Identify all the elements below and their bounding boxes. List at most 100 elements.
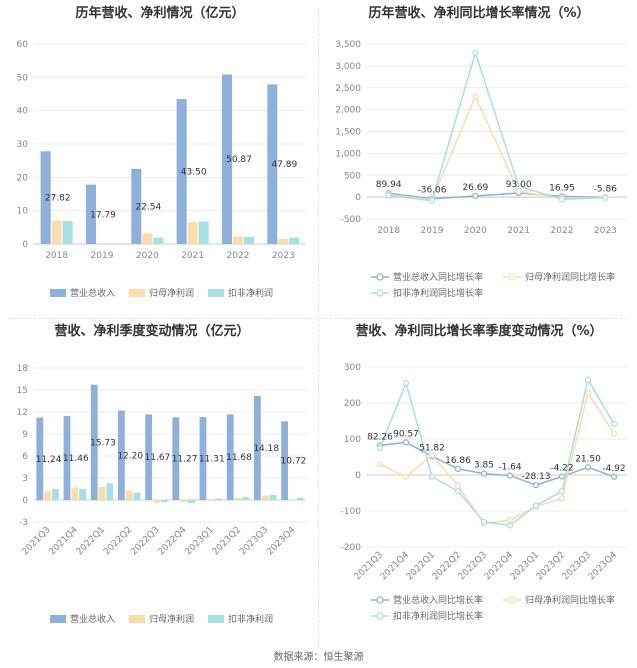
x-tick-label: 2019	[91, 251, 114, 261]
annual-growth-rate-chart: 历年营收、净利同比增长率情况（%） -500 0 500 1,000 1,500 2,000…	[319, 0, 637, 320]
data-point	[532, 502, 540, 509]
bar	[106, 483, 114, 500]
chart-title: 营收、净利季度变动情况（亿元）	[54, 323, 249, 339]
data-label: -36.06	[417, 186, 446, 196]
data-point	[454, 482, 462, 489]
bar	[51, 220, 62, 244]
y-tick-label: 500	[344, 171, 361, 181]
chart-title: 历年营收、净利情况（亿元）	[75, 5, 244, 21]
x-tick-label: 2018	[45, 251, 68, 261]
data-point	[506, 516, 514, 524]
legend-marker	[508, 273, 516, 281]
x-tick-label: 2023Q4	[265, 525, 298, 558]
x-tick-label: 2022Q4	[156, 525, 189, 558]
y-tick-label: 300	[344, 363, 361, 373]
bar	[153, 237, 164, 244]
legend-swatch	[208, 289, 224, 297]
y-tick-label: 1,000	[335, 149, 361, 159]
legend-marker	[376, 273, 384, 281]
y-tick-label: -3	[19, 518, 28, 528]
data-label: 11.31	[199, 455, 225, 465]
chart-title: 历年营收、净利同比增长率情况（%）	[368, 5, 589, 21]
bar	[153, 500, 160, 503]
bar	[207, 499, 215, 500]
bar	[133, 492, 141, 500]
legend-label: 扣非净利润	[228, 613, 273, 625]
legend-label: 扣非净利润	[228, 287, 273, 299]
y-tick-label: 40	[17, 107, 29, 117]
bar	[79, 489, 86, 500]
x-tick-label: 2023Q4	[587, 550, 620, 583]
bar	[242, 497, 250, 500]
bar	[278, 239, 289, 244]
data-point	[376, 444, 384, 452]
bar	[36, 417, 44, 500]
bar	[131, 168, 142, 244]
y-tick-label: 20	[17, 173, 29, 183]
y-tick-label: 3,000	[335, 62, 361, 72]
data-point	[454, 465, 462, 473]
data-label: 21.50	[575, 454, 601, 464]
bar	[215, 498, 222, 500]
data-point	[584, 389, 592, 397]
x-tick-label: 2022	[227, 251, 250, 261]
data-label: 17.79	[90, 210, 116, 220]
y-tick-label: 9	[22, 430, 28, 440]
data-point	[428, 473, 436, 480]
bar	[40, 151, 51, 244]
data-point	[532, 482, 540, 489]
legend-label: 营业总收入同比增长率	[393, 594, 483, 606]
data-point	[480, 470, 488, 477]
legend-swatch	[50, 615, 66, 623]
x-tick-label: 2023Q2	[211, 525, 243, 557]
quarterly-growth-rate-chart: 营收、净利同比增长率季度变动情况（%） -200 -100 0 100 200 300 202…	[319, 320, 637, 640]
bar	[254, 396, 261, 500]
vertical-divider	[318, 8, 319, 648]
y-tick-label: 18	[17, 364, 29, 374]
data-source: 数据来源：恒生聚源	[273, 652, 364, 663]
y-tick-label: 0	[355, 193, 361, 203]
data-point	[515, 183, 522, 190]
data-point	[402, 439, 410, 446]
data-point	[472, 49, 479, 56]
data-label: 89.94	[376, 180, 402, 190]
data-label: 11.24	[36, 455, 62, 465]
legend-label: 扣非净利润同比增长率	[393, 610, 483, 622]
data-point	[480, 518, 488, 525]
bar	[198, 221, 209, 244]
data-label: 22.54	[135, 202, 161, 212]
bar	[234, 497, 242, 500]
data-label: -4.22	[550, 464, 573, 474]
bar	[188, 500, 195, 503]
data-label: 12.20	[117, 451, 143, 461]
data-point	[402, 473, 410, 480]
legend-label: 归母净利润	[149, 613, 194, 625]
data-point	[454, 488, 462, 495]
data-label: 27.82	[45, 194, 71, 204]
x-tick-label: 2020	[136, 251, 159, 261]
bar	[145, 414, 152, 500]
bar	[199, 417, 207, 500]
y-tick-label: 2,500	[335, 84, 361, 94]
data-point	[428, 452, 436, 459]
data-label: -4.92	[602, 464, 625, 474]
y-tick-label: 0	[22, 496, 28, 506]
x-tick-label: 2021	[181, 251, 204, 261]
data-point	[610, 420, 618, 427]
data-label: 11.68	[226, 453, 252, 463]
data-point	[558, 473, 566, 480]
y-tick-label: 2,000	[335, 106, 361, 116]
data-point	[584, 376, 592, 383]
data-label: -28.13	[521, 472, 550, 482]
legend-marker	[508, 596, 516, 604]
x-tick-label: 2022Q1	[75, 525, 107, 557]
data-point	[558, 495, 566, 502]
legend-swatch	[129, 289, 145, 297]
series-line	[379, 391, 615, 525]
data-label: 15.73	[90, 438, 116, 448]
x-tick-label: 2021Q4	[48, 525, 81, 558]
bar	[52, 489, 59, 500]
data-point	[428, 197, 436, 204]
data-label: -5.86	[594, 184, 618, 194]
data-point	[558, 196, 566, 203]
